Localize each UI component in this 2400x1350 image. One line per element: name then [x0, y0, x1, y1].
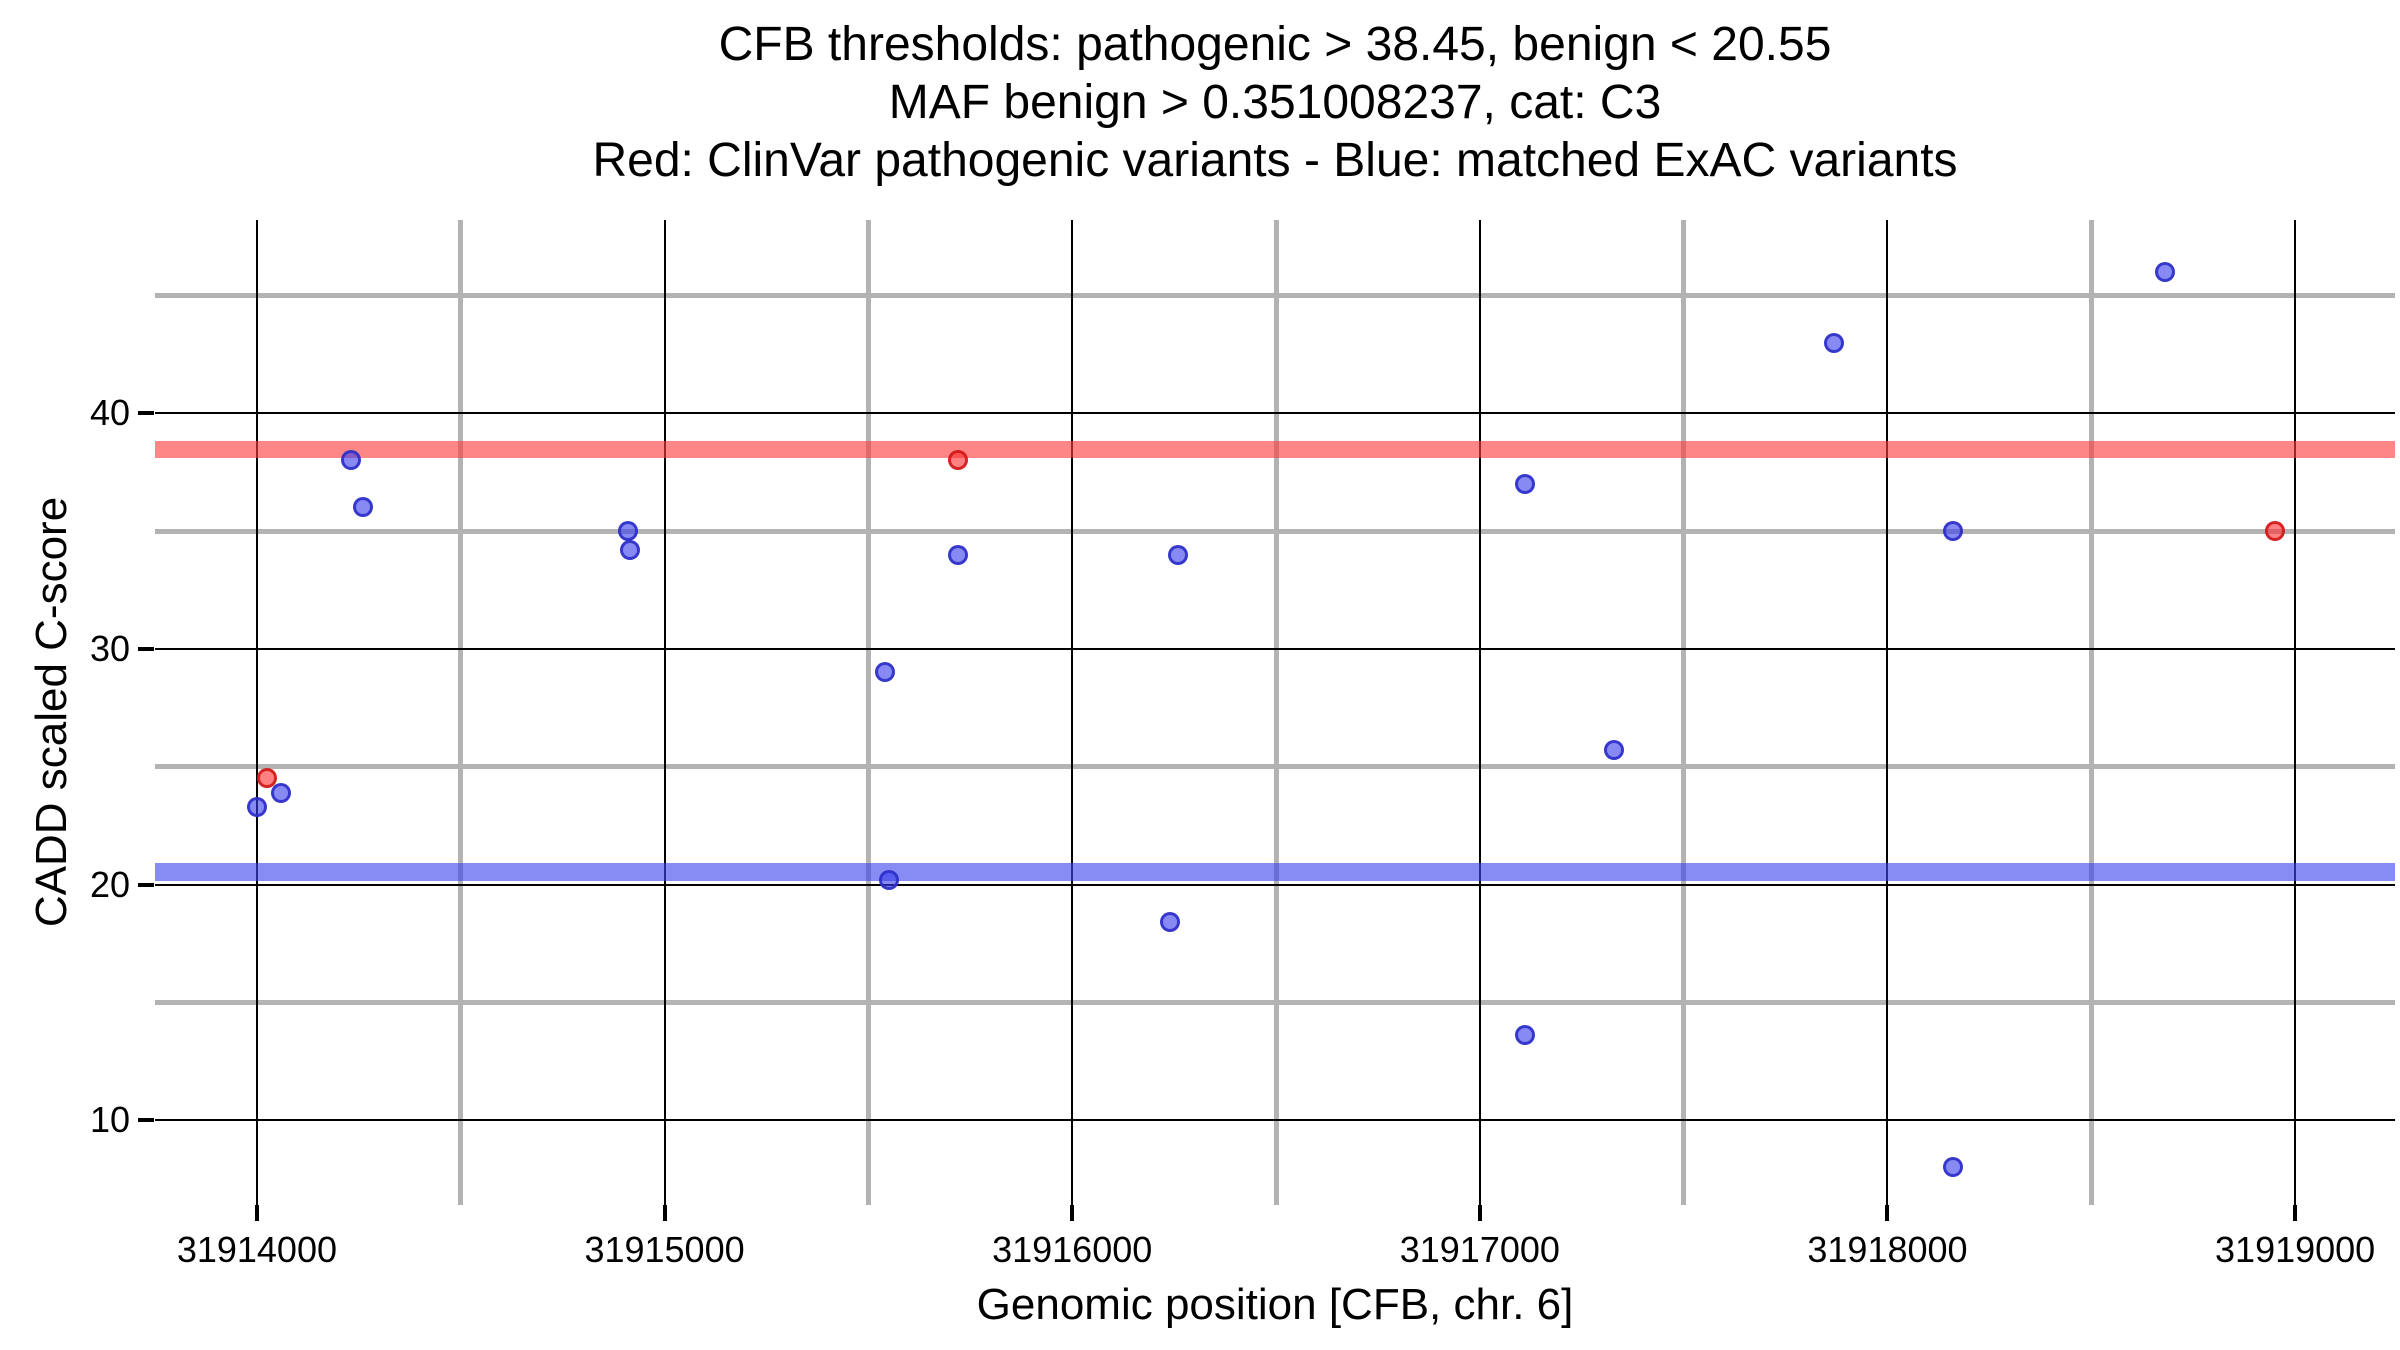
plot-title-line3: Red: ClinVar pathogenic variants - Blue:… — [592, 134, 1958, 187]
pathogenic-threshold-band — [155, 441, 2395, 459]
x-minor-gridline — [458, 220, 464, 1205]
x-axis-tick — [2293, 1205, 2298, 1221]
plot-title-line2: MAF benign > 0.351008237, cat: C3 — [888, 76, 1662, 129]
exac-matched-point — [2154, 261, 2175, 282]
y-minor-gridline — [155, 528, 2395, 534]
y-axis-tick — [138, 411, 154, 416]
y-axis-tick-label: 10 — [89, 1099, 130, 1141]
x-major-gridline — [1478, 220, 1481, 1205]
y-axis-title: CADD scaled C-score — [27, 496, 76, 928]
exac-matched-point — [948, 544, 969, 565]
exac-matched-point — [1942, 521, 1963, 542]
x-axis-tick — [662, 1205, 667, 1221]
y-major-gridline — [155, 883, 2395, 886]
x-axis-tick — [254, 1205, 259, 1221]
exac-matched-point — [352, 497, 373, 518]
exac-matched-point — [1514, 473, 1535, 494]
exac-matched-point — [1514, 1025, 1535, 1046]
exac-matched-point — [1942, 1157, 1963, 1178]
exac-matched-point — [246, 796, 267, 817]
plot-title: CFB thresholds: pathogenic > 38.45, beni… — [155, 16, 2395, 190]
x-axis-tick-label: 31918000 — [1807, 1229, 1968, 1270]
clinvar-pathogenic-point — [257, 768, 278, 789]
x-major-gridline — [663, 220, 666, 1205]
y-major-gridline — [155, 412, 2395, 415]
x-axis-tick — [1477, 1205, 1482, 1221]
y-major-gridline — [155, 647, 2395, 650]
exac-matched-point — [619, 539, 640, 560]
x-axis-tick-label: 31915000 — [584, 1229, 745, 1270]
x-major-gridline — [2294, 220, 2297, 1205]
x-minor-gridline — [865, 220, 871, 1205]
exac-matched-point — [1824, 332, 1845, 353]
x-axis-tick — [1885, 1205, 1890, 1221]
y-major-gridline — [155, 1119, 2395, 1122]
x-minor-gridline — [1681, 220, 1687, 1205]
x-axis-tick-label: 31914000 — [176, 1229, 337, 1270]
exac-matched-point — [271, 782, 292, 803]
x-minor-gridline — [2088, 220, 2094, 1205]
x-axis-tick-label: 31919000 — [2215, 1229, 2376, 1270]
exac-matched-point — [878, 869, 899, 890]
benign-threshold-band — [155, 862, 2395, 881]
y-minor-gridline — [155, 999, 2395, 1005]
x-minor-gridline — [1273, 220, 1279, 1205]
exac-matched-point — [1168, 544, 1189, 565]
exac-matched-point — [1160, 912, 1181, 933]
exac-matched-point — [874, 662, 895, 683]
exac-matched-point — [617, 521, 638, 542]
y-minor-gridline — [155, 764, 2395, 770]
x-axis-tick — [1070, 1205, 1075, 1221]
clinvar-pathogenic-point — [948, 450, 969, 471]
x-major-gridline — [255, 220, 258, 1205]
clinvar-pathogenic-point — [2264, 521, 2285, 542]
y-axis-tick — [138, 1118, 154, 1123]
exac-matched-point — [1604, 740, 1625, 761]
y-axis-tick — [138, 646, 154, 651]
x-axis-tick-label: 31916000 — [992, 1229, 1153, 1270]
y-axis-tick-label: 20 — [89, 863, 130, 905]
x-axis-title: Genomic position [CFB, chr. 6] — [976, 1280, 1574, 1329]
x-axis-tick-label: 31917000 — [1399, 1229, 1560, 1270]
y-axis-tick — [138, 882, 154, 887]
y-minor-gridline — [155, 292, 2395, 298]
y-axis-tick-label: 30 — [89, 627, 130, 669]
x-major-gridline — [1071, 220, 1074, 1205]
plot-title-line1: CFB thresholds: pathogenic > 38.45, beni… — [718, 18, 1832, 71]
y-axis-tick-label: 40 — [89, 392, 130, 434]
exac-matched-point — [340, 450, 361, 471]
x-major-gridline — [1886, 220, 1889, 1205]
